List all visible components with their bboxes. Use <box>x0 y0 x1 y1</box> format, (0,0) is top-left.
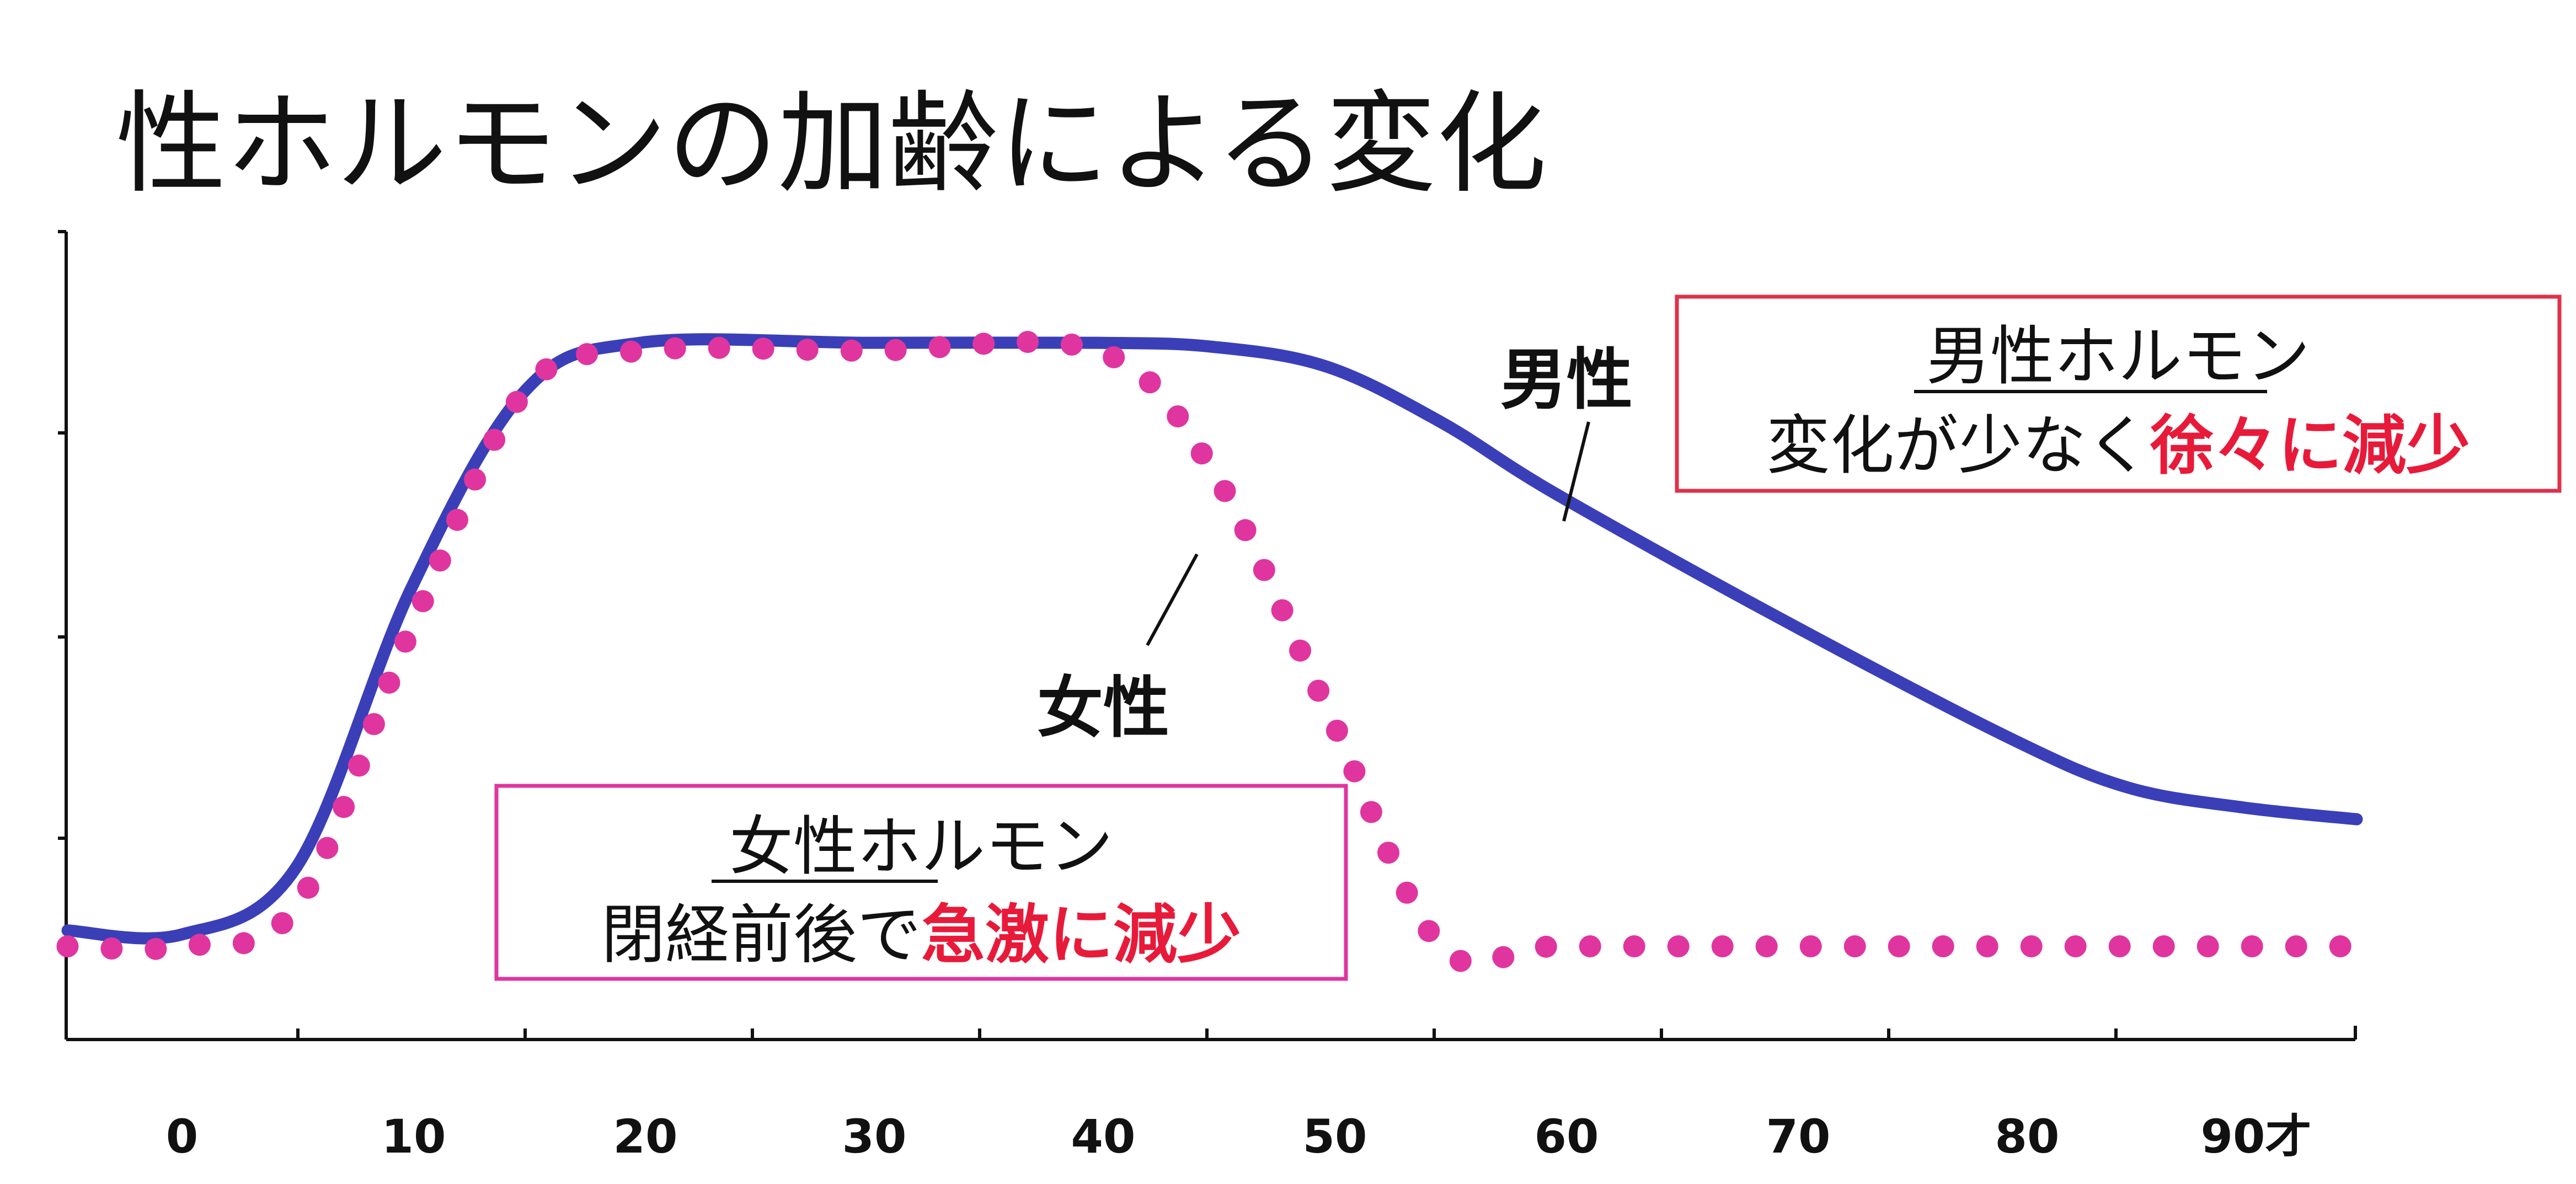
female-box-emphasis: 急激に減少 <box>921 898 1241 972</box>
female-dot <box>1214 480 1236 502</box>
x-tick-label: 80 <box>1995 1110 2060 1164</box>
x-tick-label: 20 <box>613 1110 678 1164</box>
female-dot <box>1711 935 1734 957</box>
male-box-plain: 変化が少なく <box>1766 409 2150 483</box>
female-dot <box>1667 935 1690 957</box>
female-dot <box>972 333 995 355</box>
x-tick-label: 30 <box>842 1110 907 1164</box>
female-dot <box>2020 935 2043 957</box>
female-box-line: 閉経前後で急激に減少 <box>601 898 1241 972</box>
female-dot <box>1017 331 1039 353</box>
female-dot <box>796 339 819 361</box>
leader-line-female <box>1146 553 1199 646</box>
x-tick-label: 90才 <box>2201 1110 2312 1164</box>
female-dot <box>2064 935 2087 957</box>
male-annotation-box: 男性ホルモン 変化が少なく徐々に減少 <box>1675 294 2562 493</box>
female-dot <box>505 390 528 413</box>
female-dot <box>1976 935 1998 957</box>
female-dot <box>483 428 506 451</box>
female-dot <box>297 876 319 899</box>
female-dot <box>1307 679 1330 702</box>
female-dot <box>271 912 293 934</box>
female-dot <box>1271 599 1294 622</box>
leader-line-male <box>1562 421 1590 522</box>
female-dot <box>378 671 400 694</box>
female-dot <box>232 932 255 955</box>
female-dot <box>1190 442 1213 465</box>
female-dot <box>620 340 642 363</box>
male-box-emphasis: 徐々に減少 <box>2150 409 2470 483</box>
female-dot <box>1060 333 1083 356</box>
female-dot <box>2241 935 2263 957</box>
x-tick-label: 60 <box>1535 1110 1599 1164</box>
female-dot <box>1396 881 1418 904</box>
x-tick-label: 0 <box>166 1110 198 1164</box>
female-dot <box>2152 935 2175 957</box>
female-dot <box>2196 935 2219 957</box>
male-box-heading: 男性ホルモン <box>1926 319 2310 394</box>
female-dot <box>664 337 686 360</box>
series-line-male <box>61 333 2363 945</box>
series-dots-female <box>56 331 2351 972</box>
female-dot <box>1234 519 1257 542</box>
female-dot <box>1377 842 1399 864</box>
female-dot <box>1289 639 1311 662</box>
series-label-female: 女性 <box>1037 670 1169 747</box>
female-dot <box>1418 920 1440 942</box>
female-dot <box>1360 801 1382 823</box>
x-tick-labels: 0 10 20 30 40 50 60 70 80 90才 <box>166 1110 2312 1164</box>
female-dot <box>1843 935 1866 957</box>
female-dot <box>535 358 558 381</box>
female-dot <box>446 508 468 531</box>
female-dot <box>188 934 211 956</box>
female-dot <box>333 796 355 818</box>
female-dot <box>884 339 907 361</box>
female-dot <box>1139 371 1161 394</box>
female-dot <box>2108 935 2131 957</box>
female-dot <box>576 343 598 366</box>
female-dot <box>1449 950 1472 972</box>
female-dot <box>1492 946 1515 968</box>
female-dot <box>316 837 339 859</box>
female-dot <box>1799 935 1822 957</box>
female-dot <box>1888 935 1910 957</box>
axes <box>58 230 2357 1041</box>
female-dot <box>928 336 951 358</box>
female-dot <box>429 549 451 572</box>
chart-title: 性ホルモンの加齢による変化 <box>116 80 1547 208</box>
female-dot <box>145 937 167 960</box>
female-dot <box>394 630 416 653</box>
x-tick-label: 50 <box>1303 1110 1367 1164</box>
female-dot <box>1253 559 1275 581</box>
female-box-heading: 女性ホルモン <box>729 810 1113 884</box>
female-dot <box>1932 935 1954 957</box>
female-dot <box>2285 935 2307 957</box>
female-dot <box>1623 935 1645 957</box>
male-box-line: 変化が少なく徐々に減少 <box>1766 409 2470 483</box>
female-dot <box>2329 935 2351 957</box>
female-dot <box>1103 346 1125 368</box>
series-label-male: 男性 <box>1500 342 1633 419</box>
female-dot <box>362 713 385 735</box>
female-dot <box>1167 405 1189 427</box>
female-dot <box>1343 760 1366 783</box>
female-dot <box>708 336 730 359</box>
female-box-plain: 閉経前後で <box>601 898 921 972</box>
female-dot <box>348 754 370 777</box>
x-tick-label: 70 <box>1766 1110 1831 1164</box>
x-tick-label: 40 <box>1071 1110 1136 1164</box>
female-dot <box>1579 935 1601 957</box>
female-dot <box>752 337 774 360</box>
female-dot <box>100 937 123 960</box>
female-dot <box>1535 935 1557 958</box>
female-dot <box>1755 935 1778 957</box>
female-annotation-box: 女性ホルモン 閉経前後で急激に減少 <box>494 784 1348 981</box>
female-dot <box>1326 720 1348 742</box>
x-tick-label: 10 <box>382 1110 446 1164</box>
female-dot <box>411 590 434 613</box>
female-dot <box>56 935 79 957</box>
female-dot <box>464 468 487 491</box>
female-dot <box>840 339 863 362</box>
